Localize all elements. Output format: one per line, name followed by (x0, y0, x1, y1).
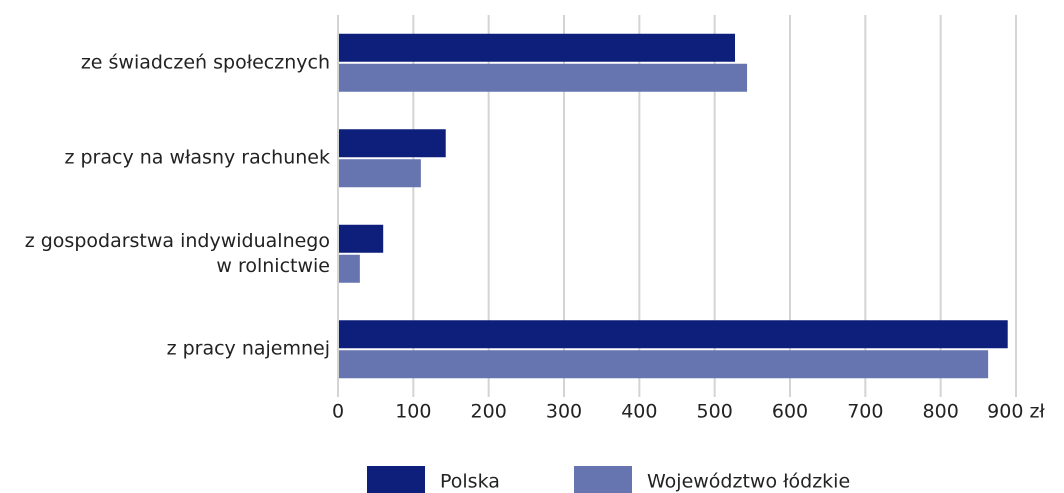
x-tick-label: 100 (395, 401, 431, 423)
bar (338, 33, 736, 62)
x-tick-label: 600 (772, 401, 808, 423)
y-tick-label: z gospodarstwa indywidualnego w rolnictw… (24, 229, 330, 277)
legend-label: Polska (440, 471, 500, 493)
legend-label: Województwo łódzkie (647, 471, 850, 493)
bar (338, 63, 748, 92)
legend-swatch (574, 466, 632, 493)
x-tick-label: 800 (923, 401, 959, 423)
x-tick-label: 300 (546, 401, 582, 423)
bar (338, 320, 1008, 349)
bar (338, 254, 360, 283)
x-tick-label: 900 zł (987, 401, 1045, 423)
x-tick-label: 200 (471, 401, 507, 423)
x-tick-label: 700 (847, 401, 883, 423)
y-tick-label: z pracy na własny rachunek (64, 146, 330, 169)
bar (338, 129, 446, 158)
x-tick-label: 500 (697, 401, 733, 423)
bar (338, 159, 421, 188)
bar (338, 224, 384, 253)
x-tick-label: 0 (332, 401, 344, 423)
x-tick-label: 400 (621, 401, 657, 423)
y-tick-label: z pracy najemnej (166, 337, 330, 360)
y-tick-label: ze świadczeń społecznych (80, 51, 330, 74)
bar (338, 350, 989, 379)
legend-swatch (367, 466, 425, 493)
